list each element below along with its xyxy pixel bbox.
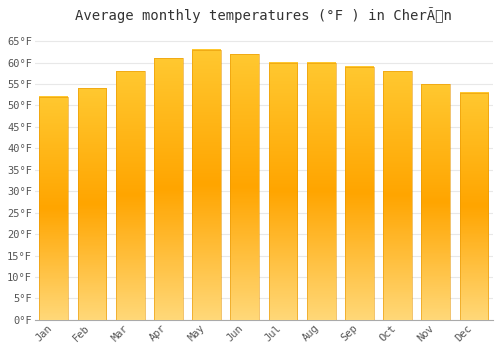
Bar xyxy=(268,63,298,320)
Bar xyxy=(460,93,488,320)
Bar xyxy=(116,71,144,320)
Title: Average monthly temperatures (°F ) in CherÃn: Average monthly temperatures (°F ) in Ch… xyxy=(76,7,452,23)
Bar xyxy=(230,54,259,320)
Bar xyxy=(345,67,374,320)
Bar xyxy=(154,58,182,320)
Bar xyxy=(383,71,412,320)
Bar xyxy=(422,84,450,320)
Bar xyxy=(40,97,68,320)
Bar xyxy=(307,63,336,320)
Bar xyxy=(78,88,106,320)
Bar xyxy=(192,50,221,320)
